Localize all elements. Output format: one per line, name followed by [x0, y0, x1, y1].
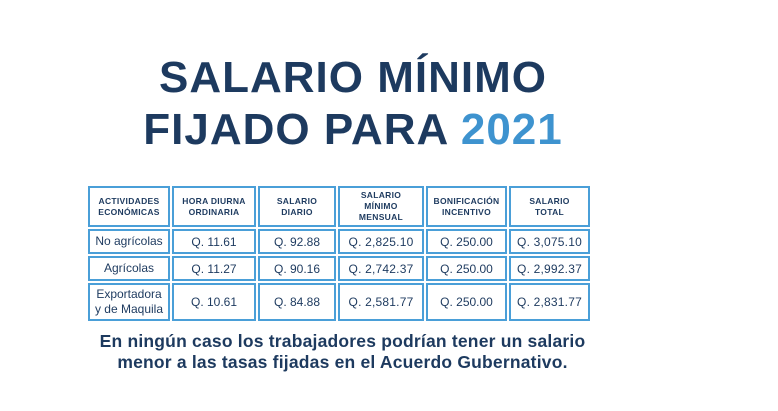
- header-text: MENSUAL: [358, 212, 404, 223]
- salary-table: ACTIVIDADES ECONÓMICAS HORA DIURNA ORDIN…: [86, 184, 592, 323]
- header-text: HORA DIURNA: [182, 195, 246, 206]
- cell-salario-minimo-mensual: Q. 2,581.77: [338, 283, 424, 322]
- cell-salario-diario: Q. 92.88: [258, 229, 336, 255]
- header-text: ORDINARIA: [188, 206, 240, 217]
- cell-salario-diario: Q. 84.88: [258, 283, 336, 322]
- cell-activity: Agrícolas: [88, 256, 170, 282]
- header-text: SALARIO: [529, 195, 570, 206]
- table-header-row: ACTIVIDADES ECONÓMICAS HORA DIURNA ORDIN…: [88, 186, 590, 228]
- header-bonificacion-incentivo: BONIFICACIÓN INCENTIVO: [426, 186, 507, 228]
- footer-note: En ningún caso los trabajadores podrían …: [95, 331, 590, 373]
- cell-hora-diurna: Q. 11.61: [172, 229, 256, 255]
- cell-salario-diario: Q. 90.16: [258, 256, 336, 282]
- header-text: BONIFICACIÓN: [433, 195, 500, 206]
- header-hora-diurna-ordinaria: HORA DIURNA ORDINARIA: [172, 186, 256, 228]
- page-title-line2: FIJADO PARA 2021: [0, 104, 706, 156]
- cell-hora-diurna: Q. 10.61: [172, 283, 256, 322]
- header-salario-total: SALARIO TOTAL: [509, 186, 590, 228]
- cell-salario-total: Q. 2,992.37: [509, 256, 590, 282]
- header-actividades-economicas: ACTIVIDADES ECONÓMICAS: [88, 186, 170, 228]
- cell-salario-minimo-mensual: Q. 2,742.37: [338, 256, 424, 282]
- cell-salario-minimo-mensual: Q. 2,825.10: [338, 229, 424, 255]
- table-row-agricolas: Agrícolas Q. 11.27 Q. 90.16 Q. 2,742.37 …: [88, 256, 590, 282]
- header-text: ACTIVIDADES: [98, 195, 160, 206]
- cell-bonificacion: Q. 250.00: [426, 256, 507, 282]
- title-text-line2-prefix: FIJADO PARA: [143, 105, 461, 154]
- header-text: SALARIO MÍNIMO: [360, 190, 402, 212]
- header-text: DIARIO: [281, 206, 313, 217]
- cell-bonificacion: Q. 250.00: [426, 283, 507, 322]
- footer-note-line2: menor a las tasas fijadas en el Acuerdo …: [117, 352, 568, 372]
- header-salario-diario: SALARIO DIARIO: [258, 186, 336, 228]
- page-title: SALARIO MÍNIMO FIJADO PARA 2021: [0, 52, 706, 156]
- page-title-line1: SALARIO MÍNIMO: [0, 52, 706, 104]
- cell-hora-diurna: Q. 11.27: [172, 256, 256, 282]
- header-text: SALARIO: [276, 195, 318, 206]
- cell-salario-total: Q. 2,831.77: [509, 283, 590, 322]
- cell-salario-total: Q. 3,075.10: [509, 229, 590, 255]
- table-row-no-agricolas: No agrícolas Q. 11.61 Q. 92.88 Q. 2,825.…: [88, 229, 590, 255]
- header-salario-minimo-mensual: SALARIO MÍNIMO MENSUAL: [338, 186, 424, 228]
- header-text: TOTAL: [534, 206, 565, 217]
- cell-activity: No agrícolas: [88, 229, 170, 255]
- header-text: INCENTIVO: [442, 206, 491, 217]
- title-text-line1: SALARIO MÍNIMO: [159, 53, 547, 102]
- cell-bonificacion: Q. 250.00: [426, 229, 507, 255]
- footer-note-line1: En ningún caso los trabajadores podrían …: [99, 331, 586, 351]
- header-text: ECONÓMICAS: [98, 206, 160, 217]
- title-year: 2021: [460, 105, 563, 154]
- salary-table-container: ACTIVIDADES ECONÓMICAS HORA DIURNA ORDIN…: [86, 184, 592, 323]
- table-row-exportadora-maquila: Exportadora y de Maquila Q. 10.61 Q. 84.…: [88, 283, 590, 322]
- cell-activity: Exportadora y de Maquila: [88, 283, 170, 322]
